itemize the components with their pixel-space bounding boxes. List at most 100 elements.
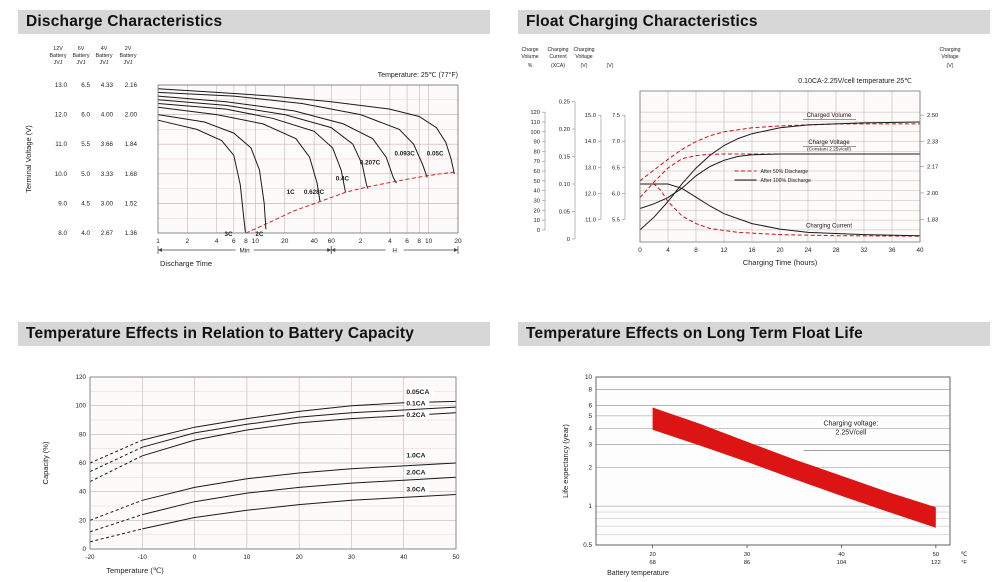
svg-text:(V): (V)	[607, 63, 614, 69]
svg-text:60: 60	[79, 460, 87, 467]
svg-text:6: 6	[588, 403, 592, 410]
svg-text:3: 3	[588, 442, 592, 449]
section-float-life: Temperature Effects on Long Term Float L…	[518, 322, 990, 581]
float-charging-section-title: Float Charging Characteristics	[518, 10, 990, 34]
svg-text:Charging voltage:: Charging voltage:	[823, 421, 878, 428]
svg-text:20: 20	[649, 552, 655, 558]
svg-text:Charged Volume: Charged Volume	[807, 113, 852, 119]
svg-text:2.16: 2.16	[125, 82, 138, 89]
svg-text:13.0: 13.0	[55, 82, 68, 89]
svg-text:80: 80	[79, 431, 87, 438]
svg-text:1: 1	[588, 503, 592, 510]
svg-text:1: 1	[156, 238, 160, 245]
svg-text:20: 20	[79, 517, 87, 524]
svg-text:(V): (V)	[581, 63, 588, 69]
svg-text:0: 0	[638, 247, 642, 254]
svg-text:28: 28	[832, 247, 840, 254]
svg-text:JVJ: JVJ	[54, 60, 63, 66]
svg-text:120: 120	[75, 374, 86, 381]
svg-text:1C: 1C	[287, 189, 296, 196]
section-discharge: Discharge Characteristics 1 2 4 6 8 10 20 40 60 2…	[18, 10, 490, 285]
svg-text:Volume: Volume	[521, 54, 538, 60]
svg-text:60: 60	[534, 169, 540, 175]
svg-text:10: 10	[534, 218, 540, 224]
svg-text:2.50: 2.50	[927, 113, 938, 119]
svg-text:40: 40	[916, 247, 924, 254]
float-life-section-title: Temperature Effects on Long Term Float L…	[518, 322, 990, 346]
svg-text:0.1CA: 0.1CA	[406, 401, 425, 408]
svg-text:0: 0	[537, 228, 540, 234]
svg-text:0.25: 0.25	[559, 100, 570, 106]
svg-text:JVJ: JVJ	[124, 60, 133, 66]
svg-text:4: 4	[666, 247, 670, 254]
svg-text:Battery: Battery	[72, 53, 89, 59]
svg-text:0: 0	[567, 237, 570, 243]
svg-text:0.10: 0.10	[559, 182, 570, 188]
svg-text:Charging: Charging	[573, 47, 594, 53]
svg-text:9.0: 9.0	[58, 200, 67, 207]
svg-text:4V: 4V	[101, 46, 108, 52]
svg-text:2.17: 2.17	[927, 164, 938, 170]
svg-text:1.52: 1.52	[125, 200, 138, 207]
svg-text:20: 20	[454, 238, 462, 245]
section-temperature-capacity: Temperature Effects in Relation to Batte…	[18, 322, 490, 581]
svg-text:10: 10	[585, 374, 593, 381]
svg-text:°F: °F	[961, 560, 967, 566]
svg-text:2.00: 2.00	[125, 112, 138, 119]
svg-text:6.5: 6.5	[612, 165, 620, 171]
svg-text:After 100% Discharge: After 100% Discharge	[761, 178, 812, 184]
svg-text:0.2CA: 0.2CA	[406, 412, 425, 419]
svg-text:122: 122	[931, 560, 941, 566]
svg-text:4: 4	[215, 238, 219, 245]
svg-text:6.0: 6.0	[612, 191, 620, 197]
svg-text:90: 90	[534, 140, 540, 146]
svg-text:40: 40	[534, 189, 540, 195]
svg-text:100: 100	[530, 130, 540, 136]
svg-text:100: 100	[75, 403, 86, 410]
svg-text:H: H	[392, 248, 397, 255]
svg-text:15.0: 15.0	[585, 113, 596, 119]
svg-text:4.00: 4.00	[101, 112, 114, 119]
svg-text:After 50% Discharge: After 50% Discharge	[761, 169, 809, 175]
svg-text:6: 6	[405, 238, 409, 245]
svg-text:Temperature: 25℃ (77°F): Temperature: 25℃ (77°F)	[378, 71, 458, 79]
svg-text:20: 20	[534, 208, 540, 214]
svg-text:0.4C: 0.4C	[336, 175, 350, 182]
svg-text:2.00: 2.00	[927, 191, 938, 197]
svg-text:Current: Current	[549, 54, 567, 60]
svg-text:6.5: 6.5	[81, 82, 90, 89]
svg-text:8: 8	[417, 238, 421, 245]
svg-text:0.05: 0.05	[559, 209, 570, 215]
svg-text:36: 36	[888, 247, 896, 254]
svg-text:4.0: 4.0	[81, 230, 90, 237]
svg-text:11.0: 11.0	[585, 217, 596, 223]
svg-text:Battery: Battery	[49, 53, 66, 59]
svg-text:Battery: Battery	[119, 53, 136, 59]
svg-text:0.20: 0.20	[559, 127, 570, 133]
svg-text:6: 6	[232, 238, 236, 245]
svg-text:8: 8	[588, 387, 592, 394]
svg-text:6.0: 6.0	[81, 112, 90, 119]
svg-text:10: 10	[252, 238, 260, 245]
svg-text:16: 16	[748, 247, 756, 254]
svg-text:Charging: Charging	[547, 47, 568, 53]
svg-text:Battery temperature: Battery temperature	[607, 570, 669, 577]
svg-text:Voltage: Voltage	[575, 54, 592, 60]
svg-text:10.0: 10.0	[55, 171, 68, 178]
svg-text:JVJ: JVJ	[77, 60, 86, 66]
float-life-chart: 1086543210.5206830864010450122℃°FChargin…	[561, 374, 968, 577]
svg-text:70: 70	[534, 159, 540, 165]
svg-text:20: 20	[281, 238, 289, 245]
svg-text:Terminal Voltage (V): Terminal Voltage (V)	[24, 125, 33, 193]
svg-text:50: 50	[534, 179, 540, 185]
svg-text:0: 0	[82, 546, 86, 553]
svg-text:0.05C: 0.05C	[427, 150, 444, 157]
svg-text:0.05CA: 0.05CA	[406, 389, 429, 396]
svg-text:0.5: 0.5	[583, 542, 592, 549]
svg-text:2.0CA: 2.0CA	[406, 469, 425, 476]
svg-text:86: 86	[744, 560, 750, 566]
svg-text:2C: 2C	[255, 231, 264, 238]
svg-text:4.33: 4.33	[101, 82, 114, 89]
svg-text:30: 30	[348, 554, 356, 561]
svg-text:7.5: 7.5	[612, 113, 620, 119]
